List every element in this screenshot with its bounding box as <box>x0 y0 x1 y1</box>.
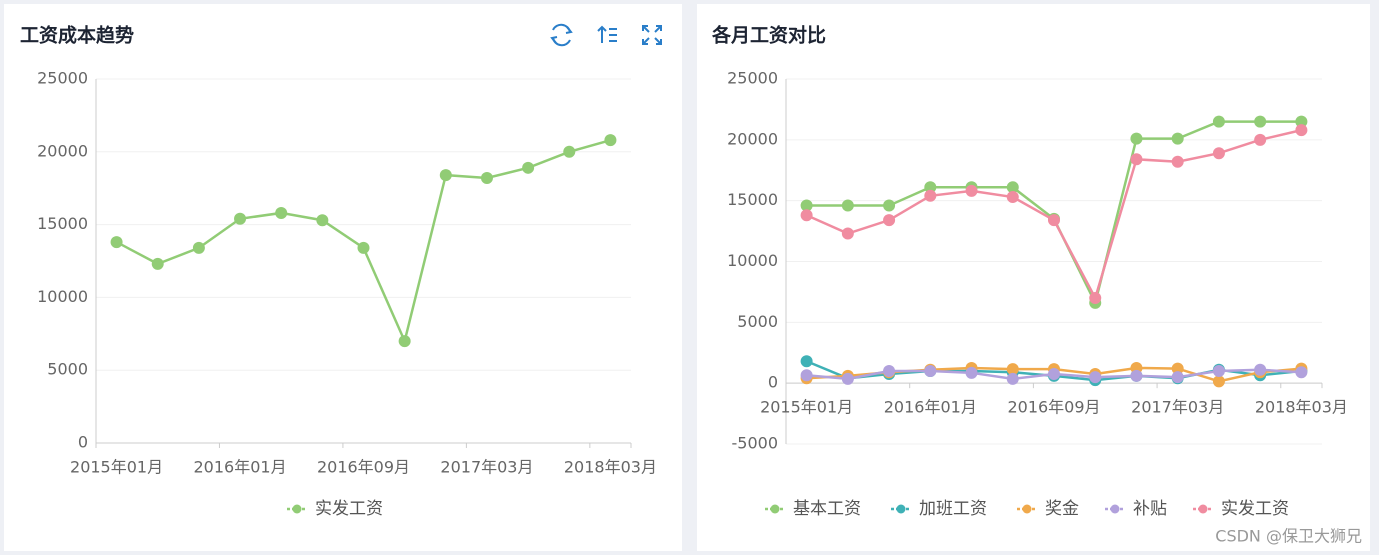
toolbar <box>550 23 662 47</box>
watermark: CSDN @保卫大狮兄 <box>1215 527 1362 546</box>
legend-marker <box>1110 504 1120 514</box>
card-right <box>697 4 1370 551</box>
y-tick-label: -5000 <box>732 434 779 453</box>
data-point <box>1171 371 1184 384</box>
data-point <box>1130 132 1143 145</box>
data-point <box>1254 133 1267 146</box>
data-point <box>151 257 164 270</box>
data-point <box>924 181 937 194</box>
data-point <box>1212 147 1225 160</box>
data-point <box>192 241 205 254</box>
data-point <box>800 209 813 222</box>
y-tick-label: 0 <box>768 373 778 392</box>
data-point <box>1006 372 1019 385</box>
y-tick-label: 10000 <box>727 251 778 270</box>
legend-marker <box>1198 504 1208 514</box>
data-point <box>883 214 896 227</box>
data-point <box>234 212 247 225</box>
data-point <box>1048 368 1060 381</box>
legend-label: 加班工资 <box>919 499 987 519</box>
data-point <box>841 372 854 385</box>
legend-label: 实发工资 <box>315 499 383 519</box>
y-tick-label: 25000 <box>37 69 88 88</box>
x-tick-label: 2017年03月 <box>440 458 533 477</box>
data-point <box>522 161 535 174</box>
legend-marker <box>770 504 780 514</box>
legend-label: 补贴 <box>1133 499 1167 519</box>
data-point <box>439 169 452 182</box>
data-point <box>883 365 896 377</box>
data-point <box>924 189 937 202</box>
x-tick-label: 2018年03月 <box>564 458 657 477</box>
y-tick-label: 15000 <box>727 190 778 209</box>
data-point <box>883 199 896 212</box>
data-point <box>604 134 617 147</box>
sort-icon[interactable] <box>597 25 617 43</box>
y-tick-label: 10000 <box>37 287 88 306</box>
data-point <box>1006 191 1019 204</box>
fullscreen-icon[interactable] <box>642 25 662 45</box>
legend-label: 奖金 <box>1045 499 1079 519</box>
data-point <box>563 145 576 158</box>
data-point <box>1212 375 1225 388</box>
x-tick-label: 2016年09月 <box>1007 398 1100 417</box>
legend-label: 实发工资 <box>1221 499 1289 519</box>
y-tick-label: 15000 <box>37 214 88 233</box>
x-tick-label: 2016年01月 <box>193 458 286 477</box>
data-point <box>924 365 937 377</box>
x-tick-label: 2015年01月 <box>760 398 853 417</box>
data-point <box>480 172 493 185</box>
data-point <box>275 206 288 219</box>
data-point <box>800 199 813 212</box>
refresh-icon[interactable] <box>550 23 573 47</box>
data-point <box>800 355 813 368</box>
data-point <box>357 241 370 254</box>
data-point <box>1006 181 1019 194</box>
y-tick-label: 5000 <box>47 360 88 379</box>
data-point <box>110 236 123 249</box>
data-point <box>1089 292 1102 304</box>
data-point <box>841 199 854 212</box>
legend-label: 基本工资 <box>793 499 861 519</box>
y-tick-label: 0 <box>78 433 88 452</box>
data-point <box>1171 362 1184 375</box>
y-tick-label: 25000 <box>727 69 778 88</box>
data-point <box>1171 132 1184 145</box>
legend-marker <box>896 504 906 514</box>
data-point <box>1006 363 1019 376</box>
data-point <box>1295 366 1308 379</box>
data-point <box>1254 115 1267 128</box>
x-tick-label: 2015年01月 <box>70 458 163 477</box>
data-point <box>800 369 813 382</box>
y-tick-label: 20000 <box>727 129 778 148</box>
data-point <box>1295 124 1308 137</box>
chart-title: 工资成本趋势 <box>20 24 134 47</box>
data-point <box>841 227 854 240</box>
x-tick-label: 2016年09月 <box>317 458 410 477</box>
data-point <box>1171 155 1184 168</box>
data-point <box>1048 214 1060 227</box>
x-tick-label: 2016年01月 <box>884 398 977 417</box>
data-point <box>965 366 978 379</box>
card-left <box>4 4 682 551</box>
x-tick-label: 2017年03月 <box>1131 398 1224 417</box>
data-point <box>398 335 411 348</box>
y-tick-label: 20000 <box>37 141 88 160</box>
data-point <box>1130 153 1143 166</box>
data-point <box>965 184 978 197</box>
x-tick-label: 2018年03月 <box>1255 398 1348 417</box>
legend-marker <box>1022 504 1032 514</box>
y-tick-label: 5000 <box>737 312 778 331</box>
data-point <box>1295 115 1308 128</box>
data-point <box>1130 369 1143 382</box>
chart-title: 各月工资对比 <box>711 24 826 47</box>
data-point <box>316 214 329 227</box>
data-point <box>1212 115 1225 128</box>
data-point <box>1089 371 1102 384</box>
legend-marker <box>292 504 302 514</box>
data-point <box>1212 365 1225 377</box>
data-point <box>1254 363 1267 376</box>
